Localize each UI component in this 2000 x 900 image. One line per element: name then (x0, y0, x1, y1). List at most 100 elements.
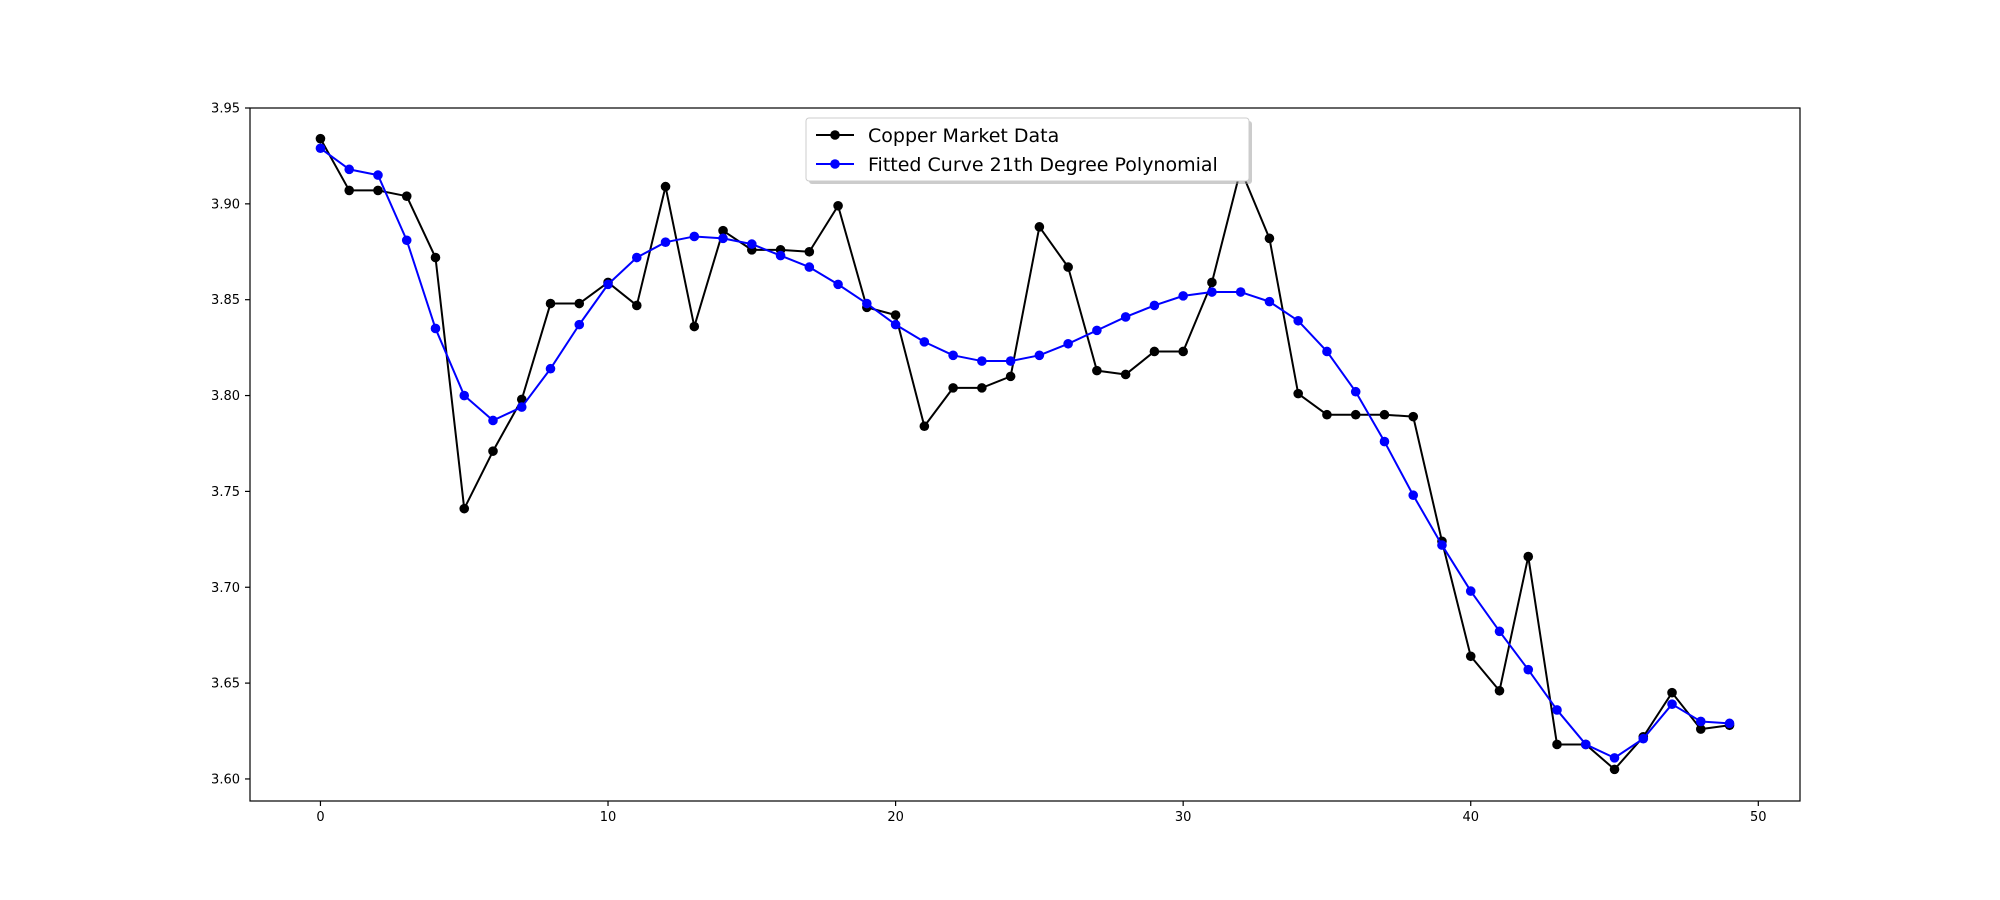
data-point (1264, 233, 1275, 244)
data-point (1667, 699, 1677, 709)
data-point (631, 300, 642, 311)
data-point (459, 390, 470, 401)
data-point (1005, 371, 1016, 382)
data-point (1609, 753, 1620, 763)
data-point (919, 337, 930, 347)
data-point (1293, 315, 1303, 326)
data-point (401, 191, 412, 201)
series-line (319, 147, 1730, 759)
data-point (545, 298, 556, 309)
data-point (1494, 626, 1505, 637)
y-tick-label: 3.95 (211, 102, 240, 117)
data-point (977, 383, 987, 393)
data-point (488, 446, 498, 456)
data-point (545, 363, 556, 374)
plot-frame (249, 107, 1801, 802)
data-point (1465, 586, 1476, 596)
data-point (948, 350, 958, 361)
data-point (660, 181, 671, 192)
data-point (315, 143, 326, 154)
data-point (660, 237, 671, 247)
data-point (1379, 436, 1390, 447)
data-point (718, 233, 728, 244)
legend-marker (830, 130, 840, 140)
data-point (1408, 490, 1419, 501)
data-point (1178, 291, 1188, 301)
x-axis: 0 10 20 30 40 50 (316, 801, 1767, 825)
data-point (890, 319, 901, 330)
data-point (401, 235, 412, 246)
plot-area (250, 108, 1800, 801)
data-point (1293, 388, 1303, 399)
data-point (315, 133, 326, 144)
data-point (488, 415, 498, 426)
data-point (1005, 356, 1016, 366)
data-point (747, 239, 757, 249)
data-point (689, 321, 700, 332)
series-layer (315, 133, 1735, 775)
data-point (344, 185, 355, 196)
data-point (718, 225, 728, 236)
data-point (1207, 287, 1217, 297)
data-point (1120, 312, 1131, 322)
data-point (1437, 540, 1447, 550)
data-point (1494, 685, 1505, 696)
data-point (631, 252, 642, 263)
data-point (1034, 222, 1045, 232)
data-point (1638, 733, 1649, 744)
legend-box (805, 117, 1250, 182)
legend-label: Copper Market Data (868, 125, 1059, 147)
x-tick-label: 0 (316, 810, 324, 825)
x-tick-label: 30 (1175, 810, 1192, 825)
data-point (1379, 409, 1390, 420)
data-point (1063, 262, 1073, 272)
data-point (430, 252, 441, 263)
data-point (1034, 350, 1045, 361)
y-tick-label: 3.90 (211, 197, 240, 212)
data-point (1695, 724, 1706, 734)
data-point (1322, 409, 1332, 420)
data-point (833, 279, 843, 290)
data-point (373, 185, 383, 196)
data-point (804, 246, 815, 257)
x-tick-label: 10 (600, 810, 617, 825)
y-tick-label: 3.65 (211, 677, 240, 692)
data-point (574, 298, 585, 309)
data-point (1264, 296, 1275, 307)
data-point (1063, 338, 1073, 349)
y-tick-label: 3.75 (211, 485, 240, 500)
y-tick-label: 3.80 (211, 389, 240, 404)
x-tick-label: 40 (1462, 810, 1479, 825)
y-tick-label: 3.70 (211, 581, 240, 596)
data-point (1120, 369, 1131, 380)
data-point (919, 421, 930, 432)
data-point (430, 323, 441, 334)
data-point (804, 262, 815, 272)
y-axis: 3.60 3.65 3.70 3.75 3.80 3.85 3.90 3.95 (211, 102, 250, 787)
data-point (1092, 365, 1102, 376)
legend-marker (830, 159, 840, 169)
data-point (1552, 739, 1562, 750)
data-point (862, 298, 872, 309)
data-point (1322, 346, 1332, 357)
data-point (1350, 386, 1361, 397)
legend: Copper Market Data Fitted Curve 21th Degr… (805, 117, 1252, 184)
data-point (833, 200, 843, 211)
data-point (1465, 651, 1476, 662)
data-point (948, 383, 958, 393)
legend-label: Fitted Curve 21th Degree Polynomial (868, 154, 1218, 176)
data-point (1350, 409, 1361, 420)
data-point (775, 250, 786, 261)
data-point (1580, 739, 1591, 750)
x-tick-label: 20 (887, 810, 904, 825)
data-point (1523, 664, 1534, 675)
data-point (1552, 705, 1562, 715)
data-point (459, 503, 470, 514)
data-point (1408, 411, 1419, 422)
data-point (689, 231, 700, 242)
data-point (1178, 346, 1188, 357)
data-point (516, 402, 527, 412)
x-tick-label: 50 (1750, 810, 1767, 825)
data-point (1667, 687, 1677, 698)
